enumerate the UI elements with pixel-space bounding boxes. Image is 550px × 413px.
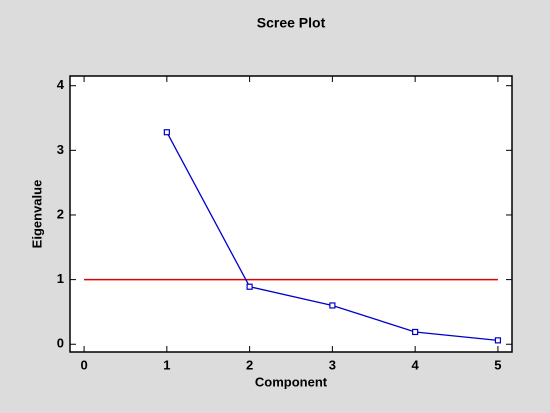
y-tick-label: 3 bbox=[57, 142, 64, 157]
y-tick-label: 4 bbox=[57, 77, 65, 92]
data-marker bbox=[329, 302, 336, 309]
y-tick-label: 2 bbox=[57, 206, 64, 221]
x-tick-label: 5 bbox=[494, 357, 501, 372]
x-tick-label: 4 bbox=[412, 357, 420, 372]
x-tick-label: 0 bbox=[80, 357, 87, 372]
data-marker bbox=[246, 283, 253, 290]
x-axis-label: Component bbox=[255, 374, 328, 389]
y-axis-label: Eigenvalue bbox=[29, 180, 44, 249]
x-tick-label: 1 bbox=[163, 357, 170, 372]
data-marker bbox=[412, 328, 419, 336]
y-tick-label: 0 bbox=[57, 336, 64, 351]
data-marker bbox=[163, 129, 170, 136]
chart-title: Scree Plot bbox=[257, 15, 326, 31]
x-tick-label: 3 bbox=[329, 357, 336, 372]
plot-area bbox=[69, 75, 513, 353]
x-tick-label: 2 bbox=[246, 357, 253, 372]
y-tick-label: 1 bbox=[57, 271, 64, 286]
data-marker bbox=[494, 337, 502, 344]
